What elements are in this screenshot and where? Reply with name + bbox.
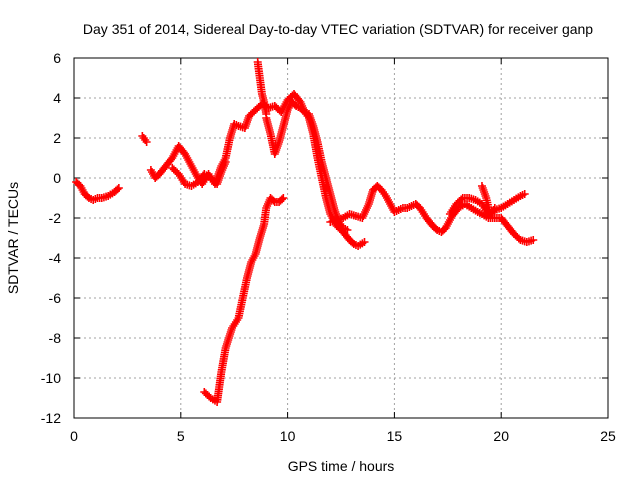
data-point — [114, 184, 123, 192]
y-tick-label: -8 — [49, 330, 62, 346]
x-tick-labels: 0 5 10 15 20 25 — [70, 428, 616, 444]
y-tick-label: 4 — [53, 90, 61, 106]
data-point — [343, 226, 352, 234]
x-axis-label: GPS time / hours — [288, 458, 395, 474]
data-points — [72, 58, 538, 406]
y-tick-label: -4 — [49, 250, 62, 266]
data-point — [279, 194, 288, 202]
series-seg4 — [168, 158, 230, 190]
series-seg1 — [72, 178, 123, 204]
y-tick-label: -12 — [41, 410, 61, 426]
series-seg10 — [477, 182, 499, 220]
axis-ticks — [73, 57, 609, 419]
x-tick-label: 5 — [177, 428, 185, 444]
x-tick-label: 10 — [280, 428, 296, 444]
data-point — [277, 195, 286, 204]
y-axis-label: SDTVAR / TECUs — [5, 182, 21, 294]
y-tick-label: 2 — [53, 130, 61, 146]
plot-frame — [73, 57, 609, 419]
series-seg7 — [200, 194, 288, 406]
series-seg2 — [138, 132, 151, 146]
chart-title: Day 351 of 2014, Sidereal Day-to-day VTE… — [83, 21, 593, 37]
data-point — [520, 190, 529, 198]
series-seg5 — [253, 58, 271, 118]
data-point — [490, 204, 499, 212]
series-seg3 — [146, 90, 369, 250]
y-tick-label: -6 — [49, 290, 62, 306]
data-point — [360, 238, 369, 246]
series-seg8 — [326, 182, 538, 246]
y-tick-label: -2 — [49, 210, 62, 226]
x-tick-label: 20 — [493, 428, 509, 444]
x-tick-label: 25 — [600, 428, 616, 444]
data-point — [529, 236, 538, 244]
series-seg6 — [262, 98, 352, 234]
y-tick-label: -10 — [41, 370, 61, 386]
x-tick-label: 15 — [387, 428, 403, 444]
data-point — [113, 185, 122, 194]
data-point — [269, 196, 278, 205]
y-tick-labels: -12 -10 -8 -6 -4 -2 0 2 4 6 — [41, 50, 61, 426]
y-tick-label: 6 — [53, 50, 61, 66]
grid-lines — [74, 58, 608, 418]
data-point — [142, 138, 151, 146]
y-tick-label: 0 — [53, 170, 61, 186]
x-tick-label: 0 — [70, 428, 78, 444]
data-point — [457, 195, 466, 204]
data-point — [221, 158, 230, 166]
